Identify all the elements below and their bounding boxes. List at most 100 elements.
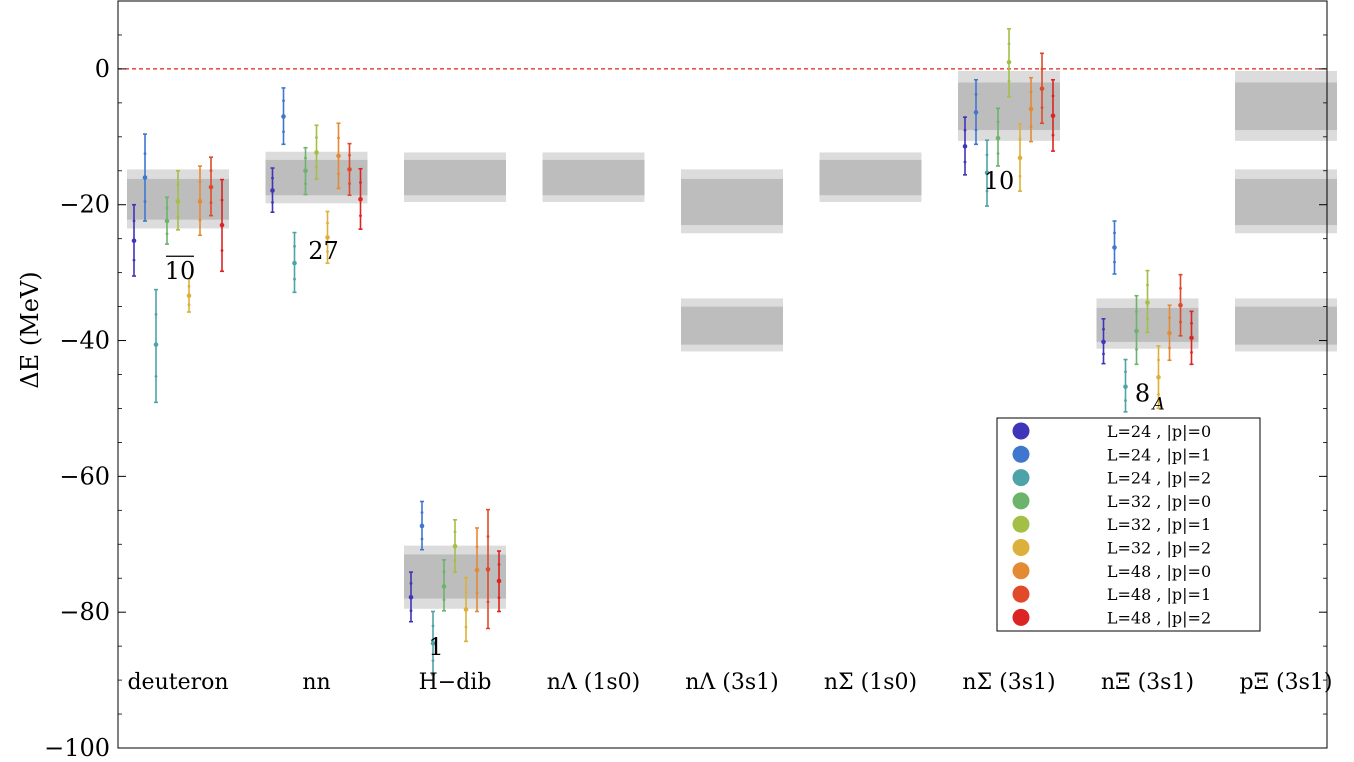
data-point	[463, 607, 469, 612]
error-mid-mark	[1146, 283, 1149, 287]
category-label: deuteron	[127, 670, 228, 695]
data-point	[175, 199, 181, 204]
data-point	[1101, 339, 1106, 345]
error-mid-mark	[337, 172, 340, 176]
y-tick-label: −100	[44, 734, 110, 762]
error-mid-mark	[1190, 321, 1193, 325]
data-point	[1178, 302, 1183, 308]
legend: L=24 , |p|=0 L=24 , |p|=1 L=24 , |p|=2 L=32…	[996, 417, 1261, 632]
legend-label: L=48 , |p|=2	[1107, 608, 1211, 627]
series-6	[197, 76, 1172, 613]
data-point	[347, 167, 352, 172]
error-mid-mark	[1018, 137, 1022, 141]
error-mid-mark	[985, 153, 989, 157]
error-mid-mark	[1029, 90, 1033, 94]
error-mid-mark	[1113, 260, 1116, 264]
data-point	[1006, 59, 1012, 65]
error-mid-mark	[154, 312, 158, 316]
annotation-label: 10	[165, 257, 196, 285]
error-mid-mark	[165, 232, 169, 236]
data-point	[1112, 245, 1117, 250]
legend-marker	[1012, 608, 1030, 626]
error-mid-mark	[464, 590, 468, 594]
band-inner	[681, 306, 783, 345]
error-mid-mark	[1157, 358, 1160, 362]
data-point	[1167, 330, 1172, 336]
legend-label: L=24 , |p|=0	[1107, 422, 1211, 441]
data-point	[995, 135, 1001, 141]
y-tick-label: −20	[59, 191, 110, 219]
error-mid-mark	[475, 591, 479, 595]
series-0	[131, 116, 1106, 623]
error-mid-mark	[431, 624, 435, 628]
y-tick-label: −40	[59, 327, 110, 355]
error-mid-mark	[315, 165, 318, 169]
error-mid-mark	[1102, 327, 1105, 331]
legend-marker	[1012, 515, 1030, 533]
error-mid-mark	[963, 128, 967, 132]
data-point	[197, 199, 203, 204]
error-mid-mark	[220, 198, 224, 202]
error-mid-mark	[1040, 106, 1044, 110]
error-mid-mark	[497, 596, 501, 600]
error-mid-mark	[1190, 350, 1193, 354]
data-point	[325, 235, 330, 240]
error-mid-mark	[1157, 392, 1160, 396]
series-2	[153, 139, 1128, 676]
legend-marker	[1012, 492, 1030, 510]
error-mid-mark	[431, 659, 435, 663]
error-mid-mark	[209, 201, 213, 205]
data-point	[1050, 113, 1056, 119]
data-point	[186, 293, 192, 299]
data-point	[1134, 328, 1139, 334]
category-label: nn	[302, 670, 330, 695]
y-tick-label: 0	[95, 55, 110, 83]
band-inner	[404, 159, 506, 196]
error-mid-mark	[1146, 317, 1149, 321]
band-inner	[681, 178, 783, 226]
y-axis-label: ΔE (MeV)	[16, 271, 44, 388]
error-mid-mark	[154, 374, 158, 378]
data-point	[219, 222, 225, 228]
error-mid-mark	[420, 537, 424, 541]
data-point	[1017, 155, 1023, 161]
legend-label: L=32 , |p|=2	[1107, 539, 1211, 558]
data-point	[496, 578, 502, 584]
error-mid-mark	[348, 153, 351, 157]
data-point	[408, 594, 414, 600]
error-mid-mark	[326, 250, 329, 253]
error-mid-mark	[996, 152, 1000, 155]
data-point	[292, 260, 297, 266]
error-mid-mark	[1179, 320, 1182, 324]
error-mid-mark	[486, 600, 490, 604]
data-point	[962, 144, 968, 149]
series-3	[164, 107, 1139, 612]
error-mid-mark	[1135, 310, 1138, 314]
legend-marker	[1012, 539, 1030, 556]
legend-label: L=24 , |p|=2	[1107, 469, 1211, 488]
error-mid-mark	[1168, 346, 1171, 350]
error-mid-mark	[143, 200, 147, 203]
series-1	[142, 78, 1117, 551]
error-mid-mark	[271, 201, 274, 204]
error-mid-mark	[326, 221, 329, 225]
legend-label: L=32 , |p|=1	[1107, 515, 1211, 534]
data-point	[1123, 384, 1128, 390]
error-mid-mark	[198, 180, 202, 184]
data-point	[281, 114, 286, 119]
data-point	[430, 641, 436, 646]
error-mid-mark	[409, 609, 413, 613]
error-mid-mark	[985, 189, 989, 193]
y-tick-label: −60	[59, 462, 110, 490]
category-label: nΛ (3s1)	[685, 670, 779, 695]
error-mid-mark	[497, 563, 501, 566]
annotation-label: 10	[984, 167, 1015, 195]
series-7	[208, 52, 1183, 630]
error-mid-mark	[442, 570, 446, 574]
category-label: nΣ (1s0)	[824, 670, 917, 695]
annotations: 10 27 1 10 8 A	[165, 167, 1165, 661]
legend-label: L=32 , |p|=0	[1107, 492, 1211, 511]
error-mid-mark	[337, 136, 340, 140]
legend-box	[996, 417, 1261, 632]
